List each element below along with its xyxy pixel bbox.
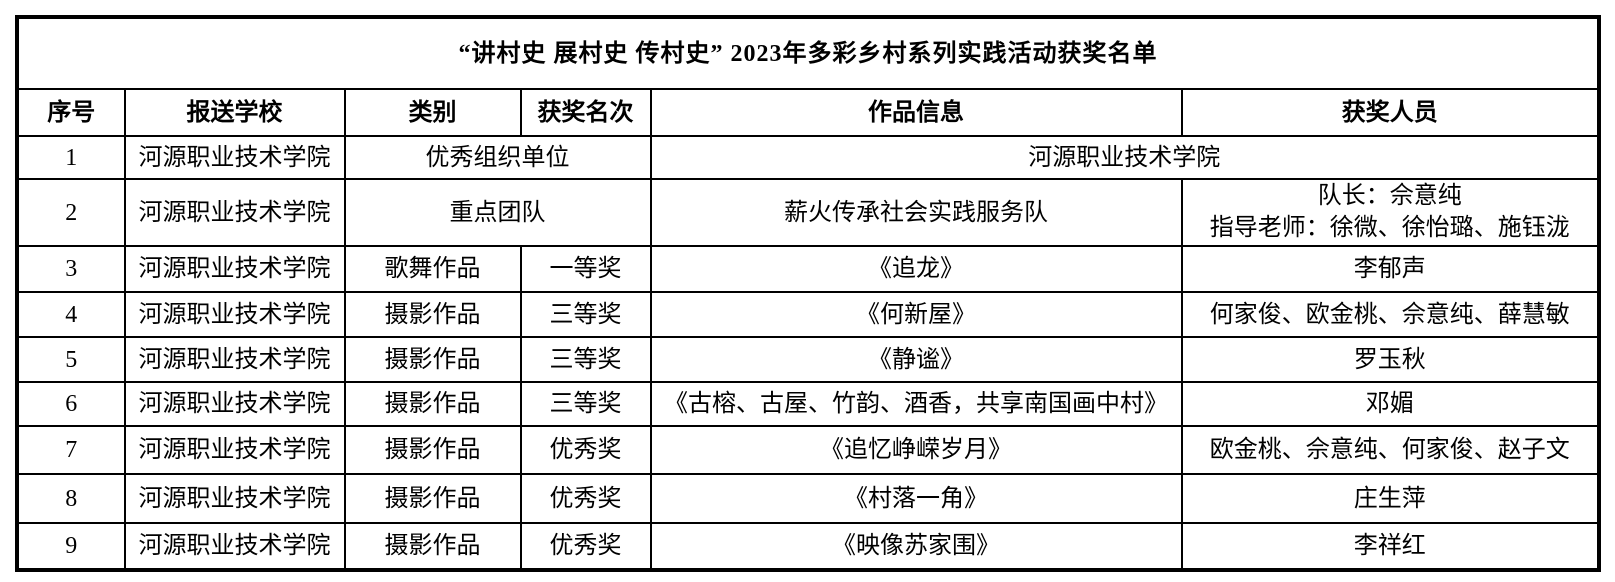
row-6-school: 河源职业技术学院 [123, 381, 346, 427]
row-9-winners: 李祥红 [1180, 522, 1600, 570]
row-7-rank: 优秀奖 [519, 425, 652, 475]
row-9-rank: 优秀奖 [519, 522, 652, 570]
row-9-school: 河源职业技术学院 [123, 522, 346, 570]
table-row-3: 3 河源职业技术学院 歌舞作品 一等奖 《追龙》 李郁声 [16, 245, 1600, 293]
row-6-rank: 三等奖 [519, 381, 652, 427]
row-7-category: 摄影作品 [343, 425, 522, 475]
row-6-winners: 邓媚 [1180, 381, 1600, 427]
row-2-category-rank: 重点团队 [343, 178, 652, 247]
row-1-no: 1 [16, 135, 126, 180]
col-header-winners: 获奖人员 [1180, 88, 1600, 137]
row-3-work: 《追龙》 [649, 245, 1183, 293]
row-2-work: 薪火传承社会实践服务队 [649, 178, 1183, 247]
table-row-1: 1 河源职业技术学院 优秀组织单位 河源职业技术学院 [16, 135, 1600, 180]
row-6-no: 6 [16, 381, 126, 427]
header-row: 序号 报送学校 类别 获奖名次 作品信息 获奖人员 [16, 88, 1600, 137]
col-header-no: 序号 [16, 88, 126, 137]
col-header-category: 类别 [343, 88, 522, 137]
row-3-rank: 一等奖 [519, 245, 652, 293]
col-header-rank: 获奖名次 [519, 88, 652, 137]
row-3-no: 3 [16, 245, 126, 293]
row-6-work: 《古榕、古屋、竹韵、酒香，共享南国画中村》 [649, 381, 1183, 427]
title-row: “讲村史 展村史 传村史” 2023年多彩乡村系列实践活动获奖名单 [16, 16, 1600, 90]
table-row-4: 4 河源职业技术学院 摄影作品 三等奖 《何新屋》 何家俊、欧金桃、佘意纯、薛慧… [16, 291, 1600, 338]
award-list-document: “讲村史 展村史 传村史” 2023年多彩乡村系列实践活动获奖名单 序号 报送学… [14, 15, 1602, 572]
row-5-winners: 罗玉秋 [1180, 336, 1600, 383]
row-3-school: 河源职业技术学院 [123, 245, 346, 293]
row-9-no: 9 [16, 522, 126, 570]
table-row-6: 6 河源职业技术学院 摄影作品 三等奖 《古榕、古屋、竹韵、酒香，共享南国画中村… [16, 381, 1600, 427]
row-8-category: 摄影作品 [343, 473, 522, 524]
row-2-school: 河源职业技术学院 [123, 178, 346, 247]
row-4-category: 摄影作品 [343, 291, 522, 338]
table-row-5: 5 河源职业技术学院 摄影作品 三等奖 《静谧》 罗玉秋 [16, 336, 1600, 383]
row-7-school: 河源职业技术学院 [123, 425, 346, 475]
row-5-no: 5 [16, 336, 126, 383]
row-2-winners: 队长：佘意纯 指导老师：徐微、徐怡璐、施钰泷 [1180, 178, 1600, 247]
table-title: “讲村史 展村史 传村史” 2023年多彩乡村系列实践活动获奖名单 [16, 16, 1600, 90]
row-5-rank: 三等奖 [519, 336, 652, 383]
row-8-school: 河源职业技术学院 [123, 473, 346, 524]
row-3-winners: 李郁声 [1180, 245, 1600, 293]
row-4-school: 河源职业技术学院 [123, 291, 346, 338]
row-7-winners: 欧金桃、佘意纯、何家俊、赵子文 [1180, 425, 1600, 475]
table-row-7: 7 河源职业技术学院 摄影作品 优秀奖 《追忆峥嵘岁月》 欧金桃、佘意纯、何家俊… [16, 425, 1600, 475]
row-7-work: 《追忆峥嵘岁月》 [649, 425, 1183, 475]
row-2-winners-line1: 队长：佘意纯 [1317, 183, 1462, 210]
row-2-winners-line2: 指导老师：徐微、徐怡璐、施钰泷 [1209, 214, 1570, 241]
row-4-work: 《何新屋》 [649, 291, 1183, 338]
row-9-category: 摄影作品 [343, 522, 522, 570]
row-7-no: 7 [16, 425, 126, 475]
table-row-2: 2 河源职业技术学院 重点团队 薪火传承社会实践服务队 队长：佘意纯 指导老师：… [16, 178, 1600, 247]
table-row-9: 9 河源职业技术学院 摄影作品 优秀奖 《映像苏家围》 李祥红 [16, 522, 1600, 570]
award-table: “讲村史 展村史 传村史” 2023年多彩乡村系列实践活动获奖名单 序号 报送学… [14, 15, 1602, 572]
col-header-work: 作品信息 [649, 88, 1183, 137]
row-3-category: 歌舞作品 [343, 245, 522, 293]
row-5-work: 《静谧》 [649, 336, 1183, 383]
row-1-school: 河源职业技术学院 [123, 135, 346, 180]
row-8-no: 8 [16, 473, 126, 524]
col-header-school: 报送学校 [123, 88, 346, 137]
row-9-work: 《映像苏家围》 [649, 522, 1183, 570]
row-1-work-winners: 河源职业技术学院 [649, 135, 1600, 180]
row-8-winners: 庄生萍 [1180, 473, 1600, 524]
row-5-school: 河源职业技术学院 [123, 336, 346, 383]
row-6-category: 摄影作品 [343, 381, 522, 427]
row-5-category: 摄影作品 [343, 336, 522, 383]
row-4-rank: 三等奖 [519, 291, 652, 338]
row-8-work: 《村落一角》 [649, 473, 1183, 524]
row-8-rank: 优秀奖 [519, 473, 652, 524]
row-1-category-rank: 优秀组织单位 [343, 135, 652, 180]
row-2-no: 2 [16, 178, 126, 247]
table-row-8: 8 河源职业技术学院 摄影作品 优秀奖 《村落一角》 庄生萍 [16, 473, 1600, 524]
row-4-winners: 何家俊、欧金桃、佘意纯、薛慧敏 [1180, 291, 1600, 338]
row-4-no: 4 [16, 291, 126, 338]
